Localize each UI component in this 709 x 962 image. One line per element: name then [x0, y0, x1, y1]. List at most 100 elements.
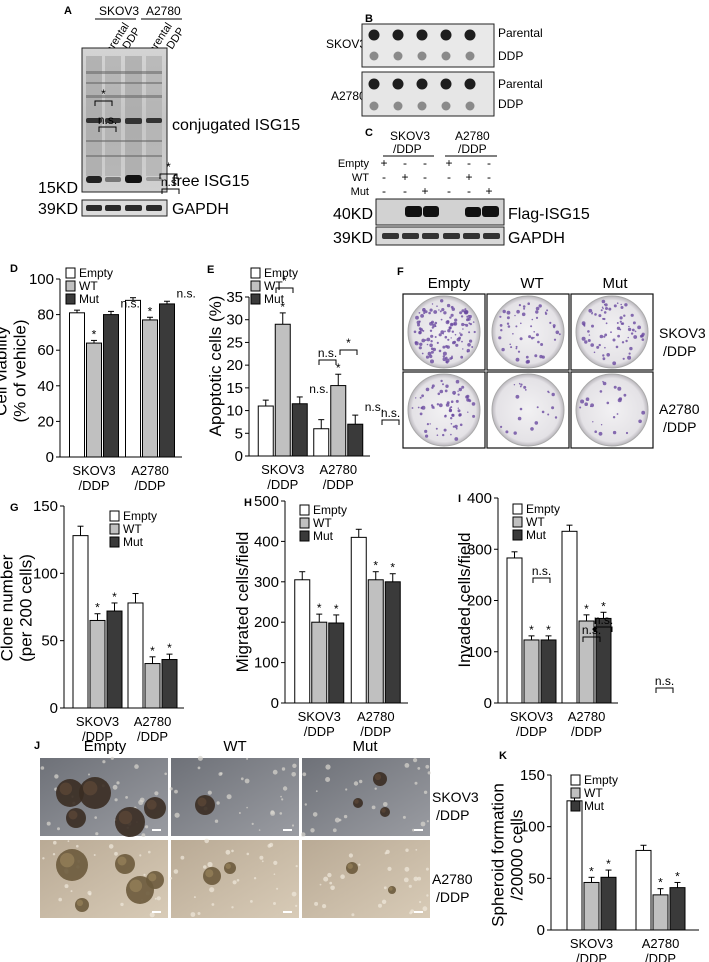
- colony: [581, 336, 586, 341]
- cell-debris: [120, 902, 124, 907]
- colony-row-a2780-ddp: /DDP: [663, 419, 696, 435]
- colony: [602, 307, 604, 310]
- colony: [445, 320, 450, 325]
- y-tick-label: 150: [33, 498, 58, 515]
- blot-c-gapdh-bands: [382, 233, 500, 239]
- cell-debris: [53, 840, 57, 845]
- bar-mut: [384, 581, 401, 704]
- dot-parental: [440, 29, 452, 41]
- colony: [451, 355, 453, 358]
- bar-empty: [313, 428, 330, 457]
- colony: [445, 358, 450, 363]
- colony: [437, 392, 441, 396]
- colony: [449, 316, 452, 319]
- colony: [424, 429, 428, 433]
- colony: [465, 323, 469, 327]
- colony: [630, 332, 634, 335]
- colony: [598, 343, 601, 347]
- colony: [435, 427, 438, 430]
- bar-empty: [566, 800, 583, 931]
- colony: [436, 434, 439, 437]
- cell-debris: [251, 822, 254, 826]
- cell-debris: [269, 842, 274, 848]
- legend-label-wt: WT: [123, 522, 142, 536]
- y-tick-label: 60: [37, 342, 54, 359]
- cell-debris: [319, 883, 322, 886]
- cell-debris: [383, 886, 387, 890]
- spheroid-core: [225, 863, 231, 869]
- colony: [631, 328, 635, 332]
- colony: [627, 336, 629, 339]
- colony: [525, 355, 529, 359]
- colony: [627, 327, 632, 332]
- blot-c-gapdh-membrane: [375, 226, 505, 246]
- bar-empty: [294, 579, 311, 704]
- colony: [527, 302, 530, 306]
- colony: [462, 348, 464, 350]
- colony: [515, 345, 518, 348]
- colony: [612, 430, 617, 435]
- legend-label-mut: Mut: [123, 535, 144, 549]
- colony: [519, 337, 523, 341]
- colony: [461, 340, 463, 343]
- cell-debris: [197, 755, 203, 761]
- colony: [444, 335, 448, 339]
- cell-debris: [353, 781, 359, 786]
- colony: [605, 322, 608, 325]
- y-tick-label: 400: [467, 490, 492, 507]
- blot-c-sign: -: [382, 170, 386, 184]
- bar-wt: [311, 621, 328, 704]
- cell-debris: [422, 906, 428, 912]
- colony: [590, 343, 594, 347]
- spheroid-micrograph: [171, 758, 299, 836]
- colony: [509, 343, 512, 346]
- colony: [516, 309, 520, 314]
- colony: [436, 403, 440, 406]
- bar-mut: [159, 303, 175, 458]
- spheroid-core: [118, 810, 133, 825]
- cell-debris: [425, 764, 430, 769]
- colony: [498, 336, 502, 340]
- cell-debris: [383, 802, 388, 807]
- cell-debris: [231, 906, 234, 909]
- cell-debris: [164, 772, 167, 776]
- colony: [431, 386, 434, 389]
- chart-d: D 0 20 40 60 80 100 Cell viability (% of vehicle…: [0, 87, 196, 493]
- colony: [621, 322, 625, 325]
- colony: [441, 308, 445, 312]
- legend-swatch-empty: [570, 774, 581, 786]
- mut-ns-label: n.s.: [309, 382, 328, 396]
- y-tick-label: 100: [254, 655, 279, 672]
- cell-debris: [359, 779, 363, 784]
- cell-debris: [46, 821, 51, 826]
- comparison-bracket: [161, 188, 180, 194]
- mut-ns-label: n.s.: [365, 400, 384, 414]
- blot-c-sign: -: [382, 184, 386, 198]
- spheroid-row-skov3: SKOV3: [432, 789, 479, 805]
- significance-star: *: [334, 602, 339, 616]
- panel-letter-f: F: [397, 266, 404, 278]
- category-label: /DDP: [645, 951, 676, 962]
- cell-debris: [253, 877, 257, 880]
- spheroid-core: [197, 797, 207, 807]
- colony: [523, 307, 526, 310]
- category-label: A2780: [568, 709, 606, 724]
- bracket-star: *: [282, 274, 287, 288]
- colony: [417, 406, 420, 409]
- category-label: /DDP: [576, 951, 607, 962]
- colony-plate: [491, 373, 565, 447]
- legend-label-wt: WT: [313, 516, 332, 530]
- spheroid-core: [205, 869, 214, 878]
- colony: [633, 335, 638, 339]
- cell-debris: [325, 777, 331, 782]
- category-label: A2780: [319, 462, 357, 477]
- colony: [457, 393, 460, 396]
- colony: [461, 385, 465, 389]
- significance-star: *: [167, 641, 172, 655]
- legend-label-wt: WT: [79, 279, 98, 293]
- bar-mut: [540, 639, 557, 704]
- colony: [533, 331, 535, 333]
- blot-c-sign: +: [401, 170, 408, 184]
- colony: [548, 391, 550, 394]
- colony: [423, 311, 426, 315]
